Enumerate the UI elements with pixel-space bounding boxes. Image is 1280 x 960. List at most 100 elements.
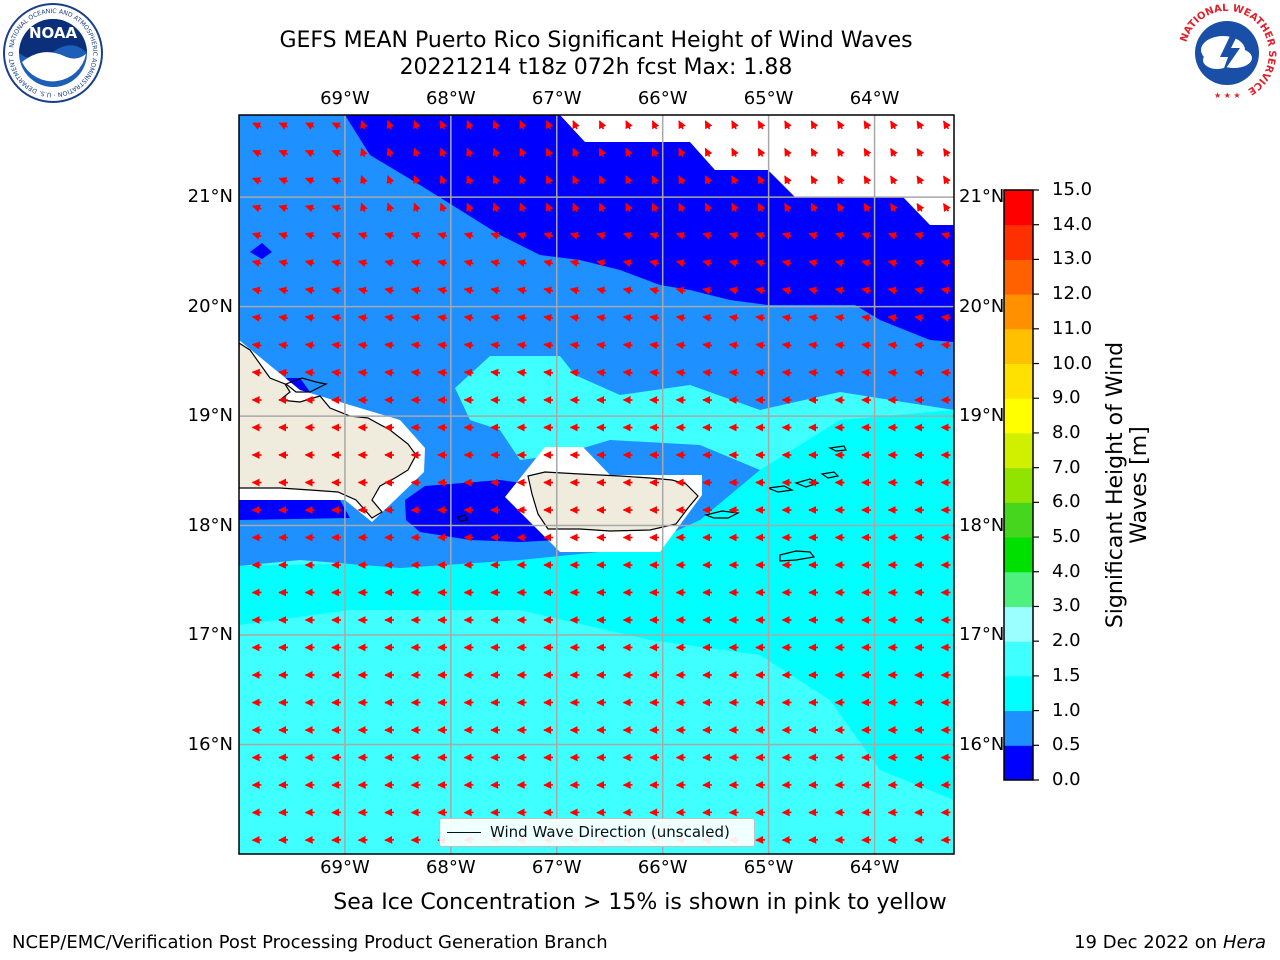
wave-direction-arrow: [466, 175, 474, 185]
colorbar-segment: [1004, 641, 1033, 677]
wave-direction-arrow: [755, 286, 766, 295]
wave-direction-arrow: [622, 231, 633, 240]
wave-direction-arrow: [755, 368, 766, 377]
colorbar-segment: [1004, 328, 1033, 365]
lon-tick-label: 64°W: [849, 857, 900, 878]
land-islet-anegada: [828, 445, 847, 452]
colorbar: [1003, 189, 1039, 781]
colorbar-tick-label: 3.0: [1052, 595, 1081, 617]
wave-direction-arrow: [622, 286, 633, 295]
wave-direction-arrow: [386, 120, 395, 130]
wave-direction-arrow: [940, 314, 951, 322]
wave-direction-arrow: [808, 259, 819, 268]
wave-direction-arrow: [516, 341, 527, 350]
wave-direction-arrow: [252, 177, 262, 185]
wave-direction-arrow: [492, 147, 501, 157]
wave-direction-arrow: [490, 314, 501, 322]
wave-direction-arrow: [572, 147, 580, 157]
wave-direction-arrow: [942, 175, 951, 185]
wave-direction-arrow: [543, 368, 554, 377]
wave-direction-arrow: [596, 341, 607, 350]
lat-tick-label-left: 19°N: [187, 405, 233, 427]
wave-direction-arrow: [622, 259, 633, 268]
wave-direction-arrow: [808, 368, 819, 377]
wave-direction-arrow: [728, 231, 739, 240]
wave-direction-arrow: [437, 368, 448, 377]
wave-direction-arrow: [651, 120, 660, 130]
colorbar-segment: [1004, 571, 1033, 607]
wave-direction-arrow: [942, 148, 951, 157]
wave-direction-arrow: [808, 314, 819, 322]
colorbar-tick-label: 6.0: [1052, 491, 1081, 513]
wave-direction-arrow: [463, 341, 474, 350]
wave-direction-arrow: [466, 120, 474, 130]
no-data-northeast: [560, 115, 954, 225]
wave-direction-arrow: [784, 202, 792, 212]
wave-direction-arrow: [757, 147, 766, 157]
wave-direction-arrow: [942, 120, 951, 130]
wave-direction-arrow: [278, 177, 288, 185]
wave-direction-arrow: [834, 341, 845, 350]
wave-direction-arrow: [490, 341, 501, 350]
wave-direction-arrow: [492, 120, 501, 130]
wave-direction-arrow: [863, 175, 872, 185]
wave-direction-arrow: [728, 286, 739, 295]
lon-tick-label: 65°W: [743, 857, 794, 878]
wave-direction-arrow: [731, 120, 739, 130]
wave-direction-arrow: [863, 147, 872, 157]
wave-direction-arrow: [360, 202, 368, 212]
wave-direction-arrow: [702, 368, 713, 377]
colorbar-label-line2: Waves [m]: [1127, 426, 1152, 544]
wave-direction-arrow: [304, 231, 315, 240]
wave-direction-arrow: [492, 175, 501, 185]
wave-direction-arrow: [596, 259, 607, 268]
wave-direction-arrow: [437, 341, 448, 350]
wave-direction-arrow: [916, 202, 925, 212]
wave-direction-arrow: [834, 231, 845, 240]
wave-direction-arrow: [861, 314, 872, 322]
chart-title: GEFS MEAN Puerto Rico Significant Height…: [279, 28, 913, 53]
svg-text:★ ★ ★: ★ ★ ★: [1214, 91, 1241, 100]
wave-direction-arrow: [675, 231, 686, 240]
wave-direction-arrow: [731, 202, 739, 212]
wave-direction-arrow: [675, 286, 686, 295]
wave-direction-arrow: [810, 202, 819, 212]
lon-tick-label: 66°W: [637, 88, 688, 109]
wave-direction-arrow: [569, 368, 580, 377]
wave-direction-arrow: [702, 314, 713, 322]
wave-direction-arrow: [437, 259, 448, 268]
wave-direction-arrow: [781, 341, 792, 350]
wave-direction-arrow: [251, 259, 262, 268]
wave-direction-arrow: [781, 286, 792, 295]
wave-direction-arrow: [278, 122, 288, 130]
wave-direction-arrow: [887, 231, 898, 240]
colorbar-tick-label: 0.0: [1052, 769, 1081, 790]
colorbar-tick-label: 7.0: [1052, 456, 1081, 478]
wave-direction-arrow: [755, 231, 766, 240]
lat-tick-label-left: 20°N: [187, 295, 233, 317]
wave-direction-arrow: [331, 122, 341, 130]
wave-direction-arrow: [755, 341, 766, 350]
wave-direction-arrow: [543, 341, 554, 350]
footer-left: NCEP/EMC/Verification Post Processing Pr…: [12, 932, 608, 953]
lon-tick-label: 67°W: [531, 88, 582, 109]
wave-direction-arrow: [360, 175, 368, 185]
wave-direction-arrow: [887, 286, 898, 295]
wave-direction-arrow: [678, 120, 686, 130]
wave-direction-arrow: [598, 147, 607, 157]
wave-direction-arrow: [596, 286, 607, 295]
wave-direction-arrow: [914, 341, 925, 350]
wave-direction-arrow: [728, 368, 739, 377]
wave-direction-arrow: [861, 286, 872, 295]
wave-direction-arrow: [384, 231, 395, 240]
colorbar-segment: [1004, 363, 1033, 399]
wave-direction-arrow: [545, 175, 554, 185]
wave-direction-arrow: [784, 175, 792, 185]
colorbar-tick-label: 1.0: [1052, 699, 1081, 721]
wave-direction-arrow: [331, 259, 342, 268]
colorbar-tick-label: 2.0: [1052, 630, 1081, 652]
wave-direction-arrow: [490, 231, 501, 240]
lat-tick-label-left: 21°N: [187, 186, 233, 208]
wave-direction-arrow: [651, 202, 660, 212]
